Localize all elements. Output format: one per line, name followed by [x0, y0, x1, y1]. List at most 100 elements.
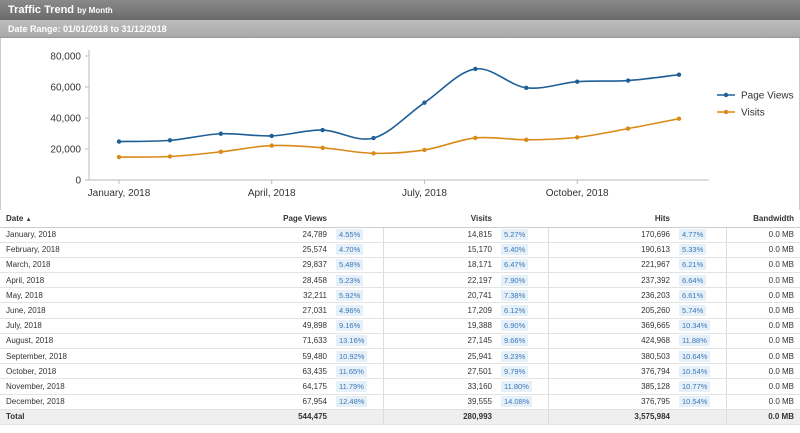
row-date: March, 2018: [0, 257, 168, 274]
table-row: September, 2018 59,480 10.92% 25,941 9.23% 38…: [0, 348, 800, 365]
row-visits: 33,160: [383, 378, 498, 395]
row-date: April, 2018: [0, 272, 168, 289]
row-hits: 236,203: [548, 287, 676, 304]
x-tick-label: January, 2018: [88, 188, 151, 199]
page-views-point: [269, 133, 274, 139]
col-header-bandwidth[interactable]: Bandwidth: [726, 210, 800, 228]
col-header-date[interactable]: Date ▲: [0, 210, 168, 228]
visits-point: [625, 126, 631, 131]
row-hits-pct: 10.77%: [679, 380, 711, 392]
row-page-views-pct: 4.70%: [336, 244, 364, 256]
table-total-row: Total 544,475 280,993 3,575,984 0.0 MB: [0, 408, 800, 425]
visits-point: [371, 151, 376, 156]
visits-point: [167, 154, 173, 159]
row-visits-pct: 7.38%: [501, 289, 529, 301]
row-date: December, 2018: [0, 394, 168, 410]
row-hits: 190,613: [548, 242, 676, 258]
table-row: June, 2018 27,031 4.96% 17,209 6.12% 205,260 5…: [0, 302, 800, 319]
row-date: October, 2018: [0, 363, 168, 380]
total-label: Total: [0, 408, 168, 425]
row-hits-pct: 10.54%: [679, 396, 711, 408]
row-hits: 385,128: [548, 378, 676, 395]
row-hits: 221,967: [548, 257, 676, 274]
sort-asc-icon[interactable]: ▲: [25, 216, 32, 223]
panel-title: Traffic Trend: [8, 4, 75, 16]
row-visits: 17,209: [383, 302, 498, 319]
row-visits: 27,145: [383, 333, 498, 350]
row-page-views: 67,954: [168, 394, 333, 410]
row-bandwidth: 0.0 MB: [726, 363, 800, 380]
row-date: January, 2018: [0, 227, 168, 243]
row-page-views-pct: 5.48%: [336, 259, 364, 271]
row-date: May, 2018: [0, 287, 168, 304]
row-bandwidth: 0.0 MB: [726, 287, 800, 304]
visits-point: [218, 149, 224, 155]
row-page-views: 24,789: [168, 227, 333, 243]
row-bandwidth: 0.0 MB: [726, 318, 800, 334]
row-page-views-pct: 13.16%: [336, 335, 368, 347]
row-page-views-pct: 12.48%: [336, 396, 368, 408]
col-header-hits[interactable]: Hits: [548, 210, 676, 228]
visits-point: [574, 135, 580, 140]
row-bandwidth: 0.0 MB: [726, 333, 800, 350]
table-row: April, 2018 28,458 5.23% 22,197 7.90% 237,392…: [0, 272, 800, 289]
row-page-views-pct: 5.92%: [336, 289, 364, 301]
row-page-views-pct: 11.79%: [336, 380, 367, 392]
row-page-views-pct: 11.65%: [336, 365, 367, 377]
traffic-line-chart: 0 20,000 40,000 60,000 80,000 January, 2018 Ap…: [50, 50, 794, 199]
row-visits-pct: 7.90%: [501, 274, 529, 286]
page-views-point: [371, 135, 376, 141]
col-header-visits[interactable]: Visits: [383, 210, 498, 228]
row-visits-pct: 6.90%: [501, 320, 529, 332]
page-views-point: [167, 138, 173, 143]
x-tick-label: October, 2018: [546, 188, 609, 199]
table-row: March, 2018 29,837 5.48% 18,171 6.47% 221,967…: [0, 257, 800, 274]
page-views-point: [320, 127, 325, 133]
row-date: August, 2018: [0, 333, 168, 350]
row-page-views: 32,211: [168, 287, 333, 304]
row-hits-pct: 10.64%: [679, 350, 711, 362]
x-tick-label: July, 2018: [402, 188, 447, 199]
visits-line: [118, 117, 680, 158]
row-bandwidth: 0.0 MB: [726, 302, 800, 319]
page-views-point: [116, 139, 122, 144]
row-hits-pct: 5.33%: [679, 244, 707, 256]
row-visits: 18,171: [383, 257, 498, 274]
table-row: November, 2018 64,175 11.79% 33,160 11.80% 38…: [0, 378, 800, 395]
visits-point: [473, 135, 478, 141]
col-header-page-views[interactable]: Page Views: [168, 210, 333, 228]
legend-label-visits: Visits: [741, 108, 765, 119]
row-visits: 19,388: [383, 318, 498, 334]
y-tick-label: 40,000: [50, 114, 81, 125]
row-hits-pct: 6.21%: [679, 259, 707, 271]
row-visits-pct: 9.79%: [501, 365, 529, 377]
row-hits: 170,696: [548, 227, 676, 243]
total-page-views: 544,475: [168, 408, 333, 425]
x-tick-label: April, 2018: [248, 188, 296, 199]
table-row: August, 2018 71,633 13.16% 27,145 9.66% 424,9…: [0, 333, 800, 350]
visits-point: [116, 154, 122, 160]
page-views-point: [574, 79, 580, 84]
table-row: February, 2018 25,574 4.70% 15,170 5.40% 190,…: [0, 242, 800, 258]
row-bandwidth: 0.0 MB: [726, 348, 800, 365]
y-tick-label: 80,000: [50, 52, 81, 63]
table-row: October, 2018 63,435 11.65% 27,501 9.79% 376,…: [0, 363, 800, 380]
row-visits: 15,170: [383, 242, 498, 258]
total-bandwidth: 0.0 MB: [726, 408, 800, 425]
row-hits: 376,794: [548, 363, 676, 380]
total-visits: 280,993: [383, 408, 498, 425]
visits-point: [422, 147, 427, 153]
row-visits-pct: 6.47%: [501, 259, 529, 271]
row-date: November, 2018: [0, 378, 168, 395]
visits-point: [320, 145, 325, 151]
table-header-row: Date ▲ Page Views Visits Hits Bandwidth: [0, 210, 800, 228]
row-page-views: 49,898: [168, 318, 333, 334]
row-page-views: 71,633: [168, 333, 333, 350]
visits-point: [524, 137, 529, 142]
row-bandwidth: 0.0 MB: [726, 272, 800, 289]
row-visits: 27,501: [383, 363, 498, 380]
row-hits-pct: 10.34%: [679, 320, 711, 332]
page-views-point: [625, 78, 631, 83]
row-hits: 380,503: [548, 348, 676, 365]
traffic-chart: 0 20,000 40,000 60,000 80,000 January, 2018 Ap…: [0, 38, 800, 210]
